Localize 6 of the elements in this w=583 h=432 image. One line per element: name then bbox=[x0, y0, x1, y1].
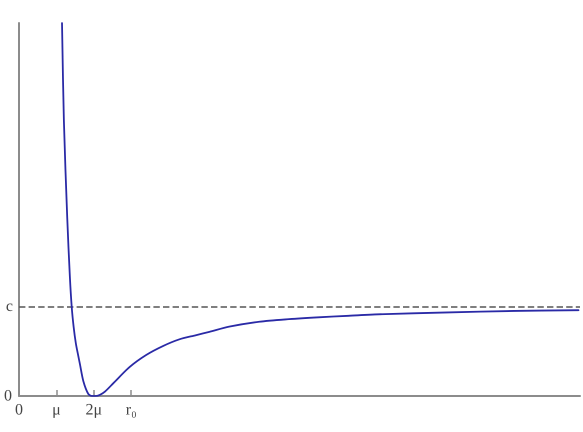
ref-line-label: c bbox=[6, 298, 13, 315]
x-tick-label: 2μ bbox=[86, 402, 102, 418]
x-tick-label: r₀ bbox=[126, 402, 137, 418]
x-tick-label: 0 bbox=[15, 402, 23, 418]
x-tick-label: μ bbox=[52, 402, 61, 418]
text: 0 bbox=[4, 388, 12, 404]
